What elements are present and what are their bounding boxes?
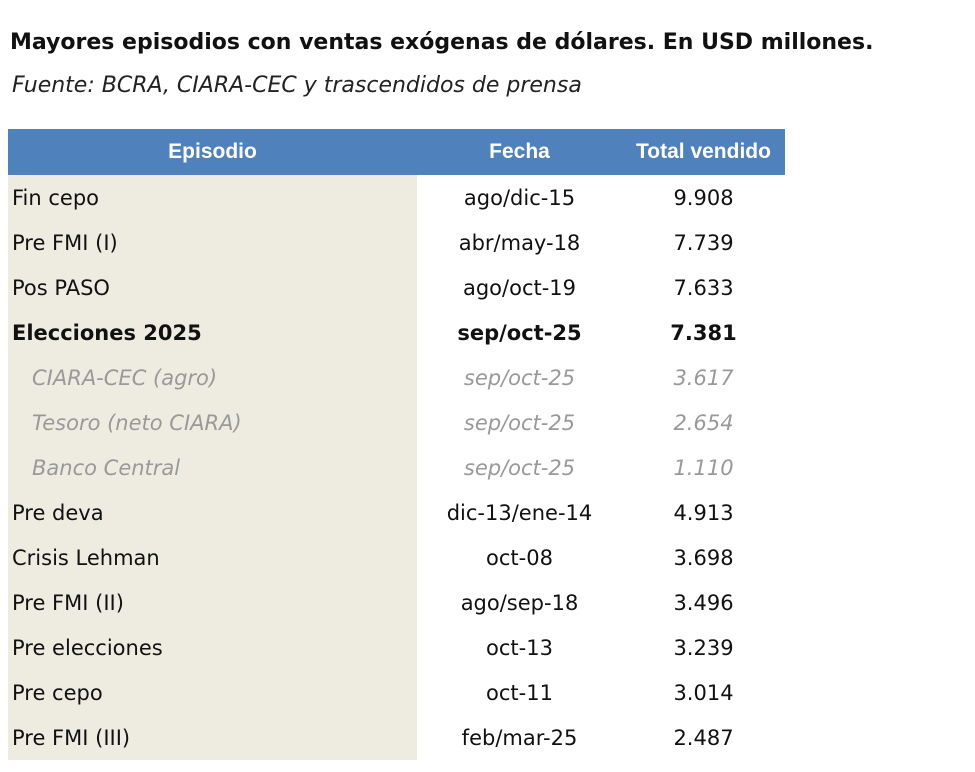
total-cell: 1.110	[673, 455, 734, 480]
page-title: Mayores episodios con ventas exógenas de…	[10, 30, 874, 55]
total-cell: 3.698	[673, 545, 734, 570]
header-fecha: Fecha	[417, 129, 622, 175]
total-cell: 7.381	[670, 320, 737, 345]
date-cell: sep/oct-25	[463, 410, 576, 435]
date-cell: dic-13/ene-14	[446, 500, 593, 525]
date-cell: ago/oct-19	[462, 275, 577, 300]
episode-cell: Crisis Lehman	[8, 535, 417, 580]
date-cell: sep/oct-25	[463, 455, 576, 480]
table-row: Fin cepo ago/dic-15 9.908	[8, 175, 785, 220]
date-cell: sep/oct-25	[463, 365, 576, 390]
header-total: Total vendido	[622, 129, 785, 175]
table-row: Tesoro (neto CIARA) sep/oct-25 2.654	[8, 400, 785, 445]
total-cell: 3.014	[673, 680, 734, 705]
table-row: Pre elecciones oct-13 3.239	[8, 625, 785, 670]
episode-cell: Pre cepo	[8, 670, 417, 715]
source-note: Fuente: BCRA, CIARA-CEC y trascendidos d…	[12, 73, 582, 98]
date-cell: oct-08	[486, 545, 553, 570]
date-cell: ago/sep-18	[460, 590, 579, 615]
date-cell: abr/may-18	[458, 230, 581, 255]
episode-cell: Pre elecciones	[8, 625, 417, 670]
total-cell: 3.617	[673, 365, 734, 390]
table-row: Banco Central sep/oct-25 1.110	[8, 445, 785, 490]
total-cell: 4.913	[673, 500, 734, 525]
episode-cell: Fin cepo	[8, 175, 417, 220]
total-cell: 9.908	[673, 185, 734, 210]
date-cell: ago/dic-15	[463, 185, 576, 210]
date-cell: oct-13	[486, 635, 553, 660]
total-cell: 7.739	[673, 230, 734, 255]
date-cell: sep/oct-25	[457, 320, 582, 345]
table-row: Pre FMI (III) feb/mar-25 2.487	[8, 715, 785, 760]
table-row: Pre FMI (II) ago/sep-18 3.496	[8, 580, 785, 625]
table-row: Crisis Lehman oct-08 3.698	[8, 535, 785, 580]
episodes-table: Episodio Fecha Total vendido Fin cepo ago…	[8, 129, 785, 760]
table-row: Pos PASO ago/oct-19 7.633	[8, 265, 785, 310]
episode-cell: Pre FMI (III)	[8, 715, 417, 760]
table-row: Pre deva dic-13/ene-14 4.913	[8, 490, 785, 535]
episode-cell: Banco Central	[8, 445, 417, 490]
episode-cell: Tesoro (neto CIARA)	[8, 400, 417, 445]
total-cell: 7.633	[673, 275, 734, 300]
episode-cell: Elecciones 2025	[8, 310, 417, 355]
total-cell: 3.239	[673, 635, 734, 660]
episode-cell: Pre deva	[8, 490, 417, 535]
episode-cell: CIARA-CEC (agro)	[8, 355, 417, 400]
episode-cell: Pos PASO	[8, 265, 417, 310]
total-cell: 2.487	[673, 725, 734, 750]
table-row: CIARA-CEC (agro) sep/oct-25 3.617	[8, 355, 785, 400]
total-cell: 3.496	[673, 590, 734, 615]
date-cell: feb/mar-25	[461, 725, 578, 750]
table-header: Episodio Fecha Total vendido	[8, 129, 785, 175]
episode-cell: Pre FMI (I)	[8, 220, 417, 265]
episode-cell: Pre FMI (II)	[8, 580, 417, 625]
table-row: Pre cepo oct-11 3.014	[8, 670, 785, 715]
table-row: Pre FMI (I) abr/may-18 7.739	[8, 220, 785, 265]
header-episodio: Episodio	[8, 129, 417, 175]
total-cell: 2.654	[673, 410, 734, 435]
date-cell: oct-11	[486, 680, 553, 705]
table-row: Elecciones 2025 sep/oct-25 7.381	[8, 310, 785, 355]
